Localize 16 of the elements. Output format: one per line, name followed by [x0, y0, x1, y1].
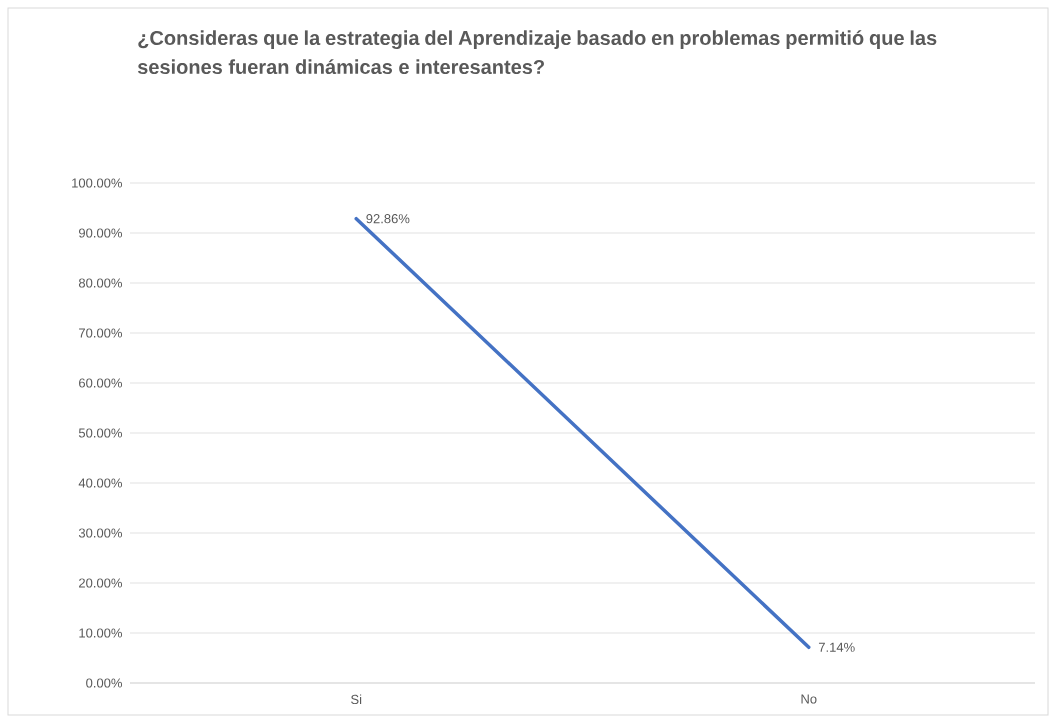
x-tick-label: Si — [351, 694, 362, 705]
y-tick-label: 100.00% — [72, 178, 123, 188]
y-tick-label: 0.00% — [86, 678, 123, 688]
y-tick-label: 40.00% — [78, 478, 123, 488]
x-tick-label: No — [801, 694, 817, 704]
y-tick-label: 60.00% — [79, 378, 123, 388]
y-tick-label: 10.00% — [79, 628, 123, 638]
y-tick-label: 80.00% — [78, 278, 123, 288]
y-tick-label: 90.00% — [78, 228, 123, 238]
y-tick-label: 20.00% — [79, 578, 123, 588]
y-tick-label: 70.00% — [79, 328, 123, 338]
y-tick-label: 50.00% — [78, 428, 123, 438]
chart-title: ¿Consideras que la estrategia del Aprendizaje basado en problemas permitió que las sesiones fueran dinámicas e interesantes? — [137, 30, 937, 75]
y-tick-label: 30.00% — [78, 528, 123, 538]
data-label: 92.86% — [366, 214, 410, 224]
data-label: 7.14% — [818, 642, 855, 652]
